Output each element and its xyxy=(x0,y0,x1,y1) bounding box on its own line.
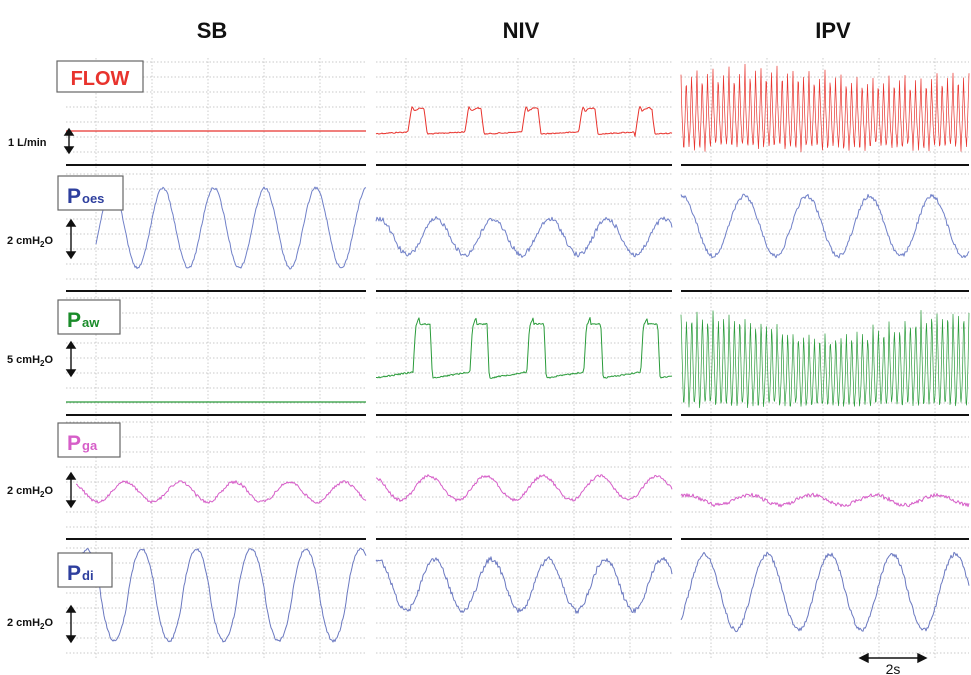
scale-paw-text: 5 cmH2O xyxy=(7,354,53,368)
scale-flow-text: 1 L/min xyxy=(8,137,47,149)
scale-arrows xyxy=(63,127,77,644)
column-title-niv: NIV xyxy=(503,18,540,43)
trace-pdi-sb xyxy=(75,547,367,643)
svg-text:Pdi: Pdi xyxy=(67,562,94,585)
scale-labels: 1 L/min 2 cmH2O 5 cmH2O 2 cmH2O 2 cmH2O xyxy=(7,137,53,631)
label-poes-sub: oes xyxy=(82,191,104,206)
trace-poes-sb xyxy=(95,186,367,270)
scale-arrow-pga xyxy=(65,471,77,509)
scale-arrow-flow xyxy=(63,127,75,155)
trace-flow-niv xyxy=(375,106,673,137)
trace-pga-sb xyxy=(75,480,367,504)
scale-arrow-pdi xyxy=(65,604,77,644)
label-pdi-main: P xyxy=(67,562,81,585)
row-labels: FLOW Poes Paw Pga Pdi xyxy=(56,60,144,588)
label-poes-main: P xyxy=(67,185,81,208)
label-paw-main: P xyxy=(67,309,81,332)
trace-poes-ipv xyxy=(680,193,970,259)
label-paw-sub: aw xyxy=(82,315,100,330)
label-flow-text: FLOW xyxy=(71,68,130,90)
time-scale-bar xyxy=(858,652,928,664)
scale-arrow-paw xyxy=(65,340,77,378)
column-title-ipv: IPV xyxy=(815,18,851,43)
label-paw: Paw xyxy=(57,299,121,335)
label-flow: FLOW xyxy=(56,60,144,93)
svg-text:Pga: Pga xyxy=(67,432,98,455)
label-pdi: Pdi xyxy=(57,552,113,588)
trace-pga-ipv xyxy=(680,492,970,508)
label-pdi-sub: di xyxy=(82,568,94,583)
svg-text:Paw: Paw xyxy=(67,309,100,332)
trace-pga-niv xyxy=(375,474,673,502)
trace-pdi-ipv xyxy=(680,551,970,633)
label-poes: Poes xyxy=(57,175,124,211)
trace-flow-ipv xyxy=(680,63,970,153)
panel-separators xyxy=(66,164,969,540)
time-scale-label: 2s xyxy=(886,661,901,675)
scale-pga-text: 2 cmH2O xyxy=(7,485,53,499)
traces-layer xyxy=(66,63,970,643)
trace-poes-niv xyxy=(375,216,673,258)
grid-layer xyxy=(66,58,969,658)
scale-arrow-poes xyxy=(65,218,77,260)
label-pga-sub: ga xyxy=(82,438,98,453)
scale-pdi-text: 2 cmH2O xyxy=(7,617,53,631)
trace-pdi-niv xyxy=(375,556,673,614)
scale-poes-text: 2 cmH2O xyxy=(7,235,53,249)
svg-text:Poes: Poes xyxy=(67,185,104,208)
column-title-sb: SB xyxy=(197,18,228,43)
trace-paw-niv xyxy=(376,317,673,379)
trace-paw-ipv xyxy=(680,310,970,409)
label-pga-main: P xyxy=(67,432,81,455)
label-pga: Pga xyxy=(57,422,121,458)
